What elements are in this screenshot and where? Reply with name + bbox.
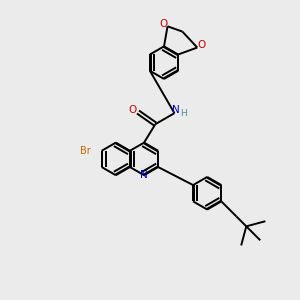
Text: O: O <box>197 40 206 50</box>
Text: Br: Br <box>80 146 90 156</box>
Text: O: O <box>128 105 137 115</box>
Text: N: N <box>140 170 148 180</box>
Text: N: N <box>172 105 179 115</box>
Text: H: H <box>181 109 187 118</box>
Text: O: O <box>159 19 167 29</box>
